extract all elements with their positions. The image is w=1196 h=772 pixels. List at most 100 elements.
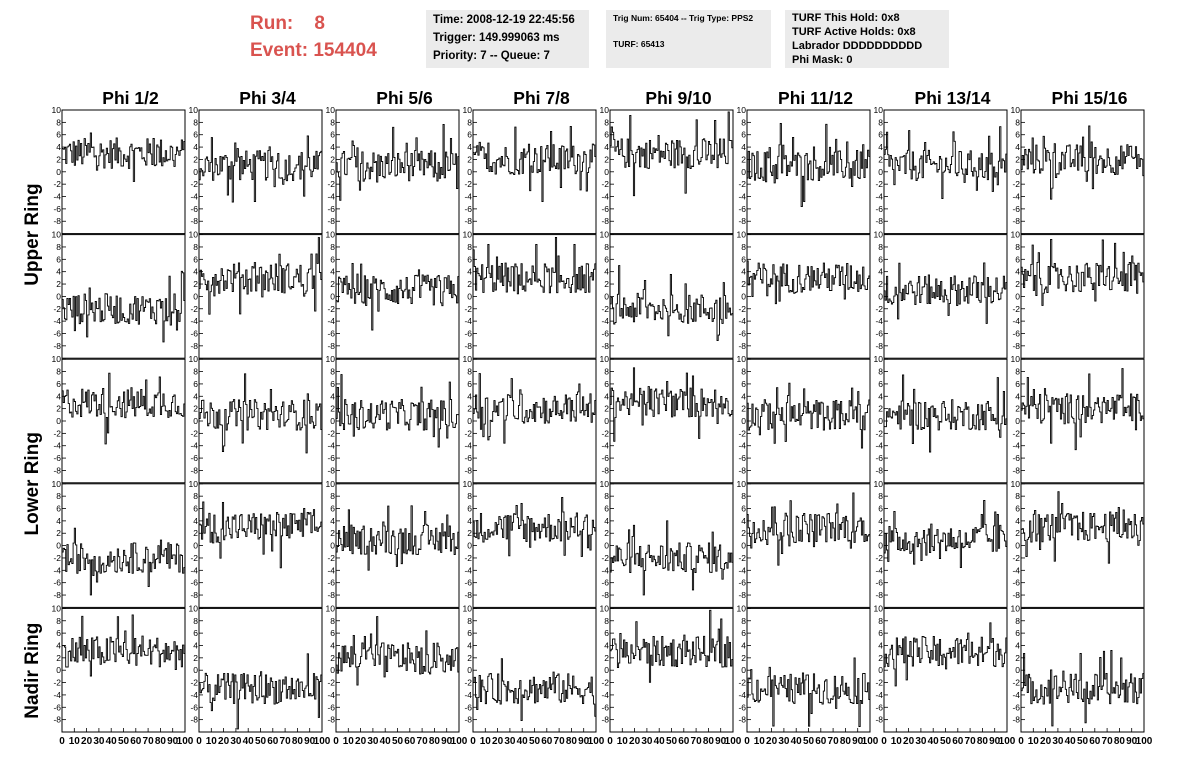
y-tick-label: 6 — [604, 254, 609, 264]
panel-frame — [335, 607, 460, 733]
y-tick-label: 10 — [189, 354, 199, 364]
x-tick-label: 0 — [1018, 736, 1024, 747]
y-tick-label: -2 — [190, 678, 198, 688]
y-tick-label: 2 — [193, 154, 198, 164]
x-tick-label: 70 — [691, 736, 703, 747]
y-tick-label: 8 — [741, 117, 746, 127]
x-tick-label: 10 — [69, 736, 81, 747]
y-tick-label: -2 — [738, 304, 746, 314]
y-tick-label: 6 — [330, 628, 335, 638]
y-tick-label: 4 — [741, 640, 746, 650]
y-tick-label: -8 — [327, 465, 335, 475]
y-tick-label: 6 — [330, 254, 335, 264]
y-tick-label: 0 — [1015, 416, 1020, 426]
y-tick-label: -8 — [601, 590, 609, 600]
y-tick-label: -2 — [53, 428, 61, 438]
y-tick-label: 10 — [874, 479, 884, 489]
waveform-trace — [199, 135, 322, 203]
row-title: Nadir Ring — [22, 623, 43, 719]
y-tick-label: -6 — [327, 328, 335, 338]
y-tick-label: 8 — [330, 367, 335, 377]
y-tick-label: 4 — [330, 516, 335, 526]
run-row: Run: 8 — [250, 10, 410, 37]
y-tick-label: 4 — [467, 267, 472, 277]
y-tick-label: -8 — [190, 715, 198, 725]
y-tick-label: 6 — [193, 130, 198, 140]
y-tick-label: 8 — [1015, 242, 1020, 252]
x-tick-label: 20 — [355, 736, 367, 747]
y-tick-label: 4 — [56, 640, 61, 650]
y-tick-label: -8 — [190, 341, 198, 351]
waveform-trace — [336, 616, 459, 686]
y-tick-label: 0 — [193, 665, 198, 675]
y-tick-label: -4 — [1012, 441, 1020, 451]
x-tick-label: 80 — [1114, 736, 1126, 747]
panel-frame — [61, 234, 186, 359]
y-tick-label: 10 — [874, 105, 884, 115]
y-tick-label: 2 — [1015, 154, 1020, 164]
y-tick-label: -8 — [1012, 465, 1020, 475]
x-tick-label: 50 — [529, 736, 541, 747]
y-tick-label: -4 — [190, 316, 198, 326]
x-tick-label: 20 — [492, 736, 504, 747]
y-tick-label: 10 — [600, 105, 610, 115]
y-tick-label: 4 — [878, 516, 883, 526]
y-tick-label: 0 — [604, 167, 609, 177]
y-tick-label: 6 — [193, 628, 198, 638]
y-tick-label: 10 — [52, 354, 62, 364]
y-tick-label: 6 — [193, 254, 198, 264]
y-tick-label: -2 — [1012, 553, 1020, 563]
y-tick-label: -4 — [53, 565, 61, 575]
y-tick-label: -8 — [53, 590, 61, 600]
panel-frame — [61, 607, 186, 733]
y-tick-label: -2 — [1012, 179, 1020, 189]
waveform-trace — [199, 501, 322, 569]
y-tick-label: 0 — [467, 541, 472, 551]
y-tick-label: -2 — [53, 304, 61, 314]
waveform-trace — [747, 657, 870, 727]
y-tick-label: -4 — [464, 441, 472, 451]
y-tick-label: 2 — [741, 404, 746, 414]
x-tick-label: 50 — [666, 736, 678, 747]
x-tick-label: 100 — [588, 736, 605, 747]
waveform-trace — [473, 658, 596, 722]
x-tick-label: 70 — [828, 736, 840, 747]
y-tick-label: -8 — [738, 465, 746, 475]
y-tick-label: -4 — [464, 192, 472, 202]
waveform-trace — [62, 614, 185, 677]
y-tick-label: 10 — [52, 105, 62, 115]
y-tick-label: 10 — [326, 105, 336, 115]
y-tick-label: 4 — [467, 640, 472, 650]
y-tick-label: 6 — [604, 504, 609, 514]
y-tick-label: 0 — [56, 665, 61, 675]
y-tick-label: 6 — [467, 254, 472, 264]
run-event-box: Run: 8 Event: 154404 — [250, 10, 410, 68]
y-tick-label: -4 — [875, 690, 883, 700]
y-tick-label: 10 — [52, 479, 62, 489]
y-tick-label: 2 — [878, 279, 883, 289]
y-tick-label: 10 — [737, 354, 747, 364]
y-tick-label: 10 — [463, 479, 473, 489]
y-tick-label: 4 — [467, 516, 472, 526]
y-tick-label: -8 — [875, 216, 883, 226]
y-tick-label: -6 — [875, 328, 883, 338]
y-tick-label: 0 — [741, 416, 746, 426]
y-tick-label: -6 — [1012, 453, 1020, 463]
y-tick-label: -6 — [738, 702, 746, 712]
y-tick-label: -6 — [190, 204, 198, 214]
y-tick-label: 6 — [56, 504, 61, 514]
x-tick-label: 40 — [380, 736, 392, 747]
y-tick-label: -2 — [53, 553, 61, 563]
y-tick-label: -8 — [53, 216, 61, 226]
x-tick-label: 60 — [541, 736, 553, 747]
y-tick-label: 2 — [741, 279, 746, 289]
y-tick-label: 10 — [189, 230, 199, 240]
y-tick-label: 2 — [741, 154, 746, 164]
column-title: Phi 5/6 — [376, 88, 433, 108]
y-tick-label: 8 — [330, 242, 335, 252]
y-tick-label: 10 — [1011, 479, 1021, 489]
y-tick-label: 10 — [737, 230, 747, 240]
y-tick-label: 10 — [189, 479, 199, 489]
y-tick-label: -6 — [601, 453, 609, 463]
y-tick-label: -6 — [190, 453, 198, 463]
